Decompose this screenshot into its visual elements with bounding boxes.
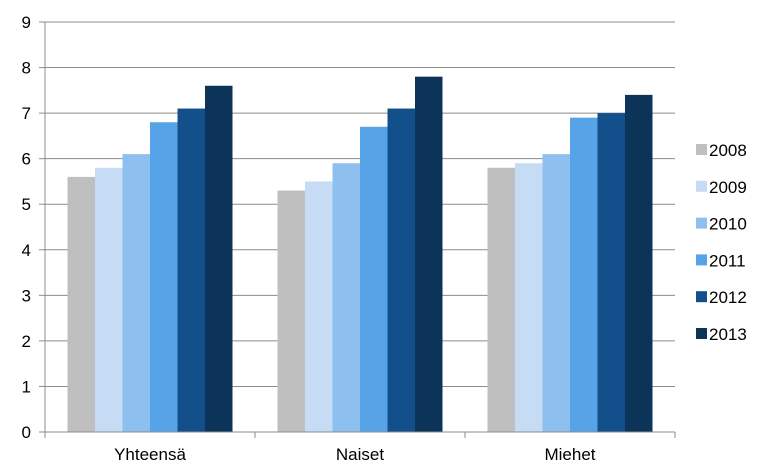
- y-tick-label: 1: [22, 377, 31, 396]
- bar-2008-2: [487, 167, 515, 432]
- legend-swatch: [696, 254, 707, 266]
- category-label: Naiset: [336, 445, 384, 464]
- bars: [67, 76, 653, 433]
- bar-2009-0: [95, 167, 123, 432]
- legend-item: 2012: [696, 288, 747, 307]
- bar-2008-0: [67, 176, 95, 432]
- bar-2013-0: [205, 85, 233, 433]
- y-tick-label: 8: [22, 59, 31, 78]
- legend-label: 2010: [709, 215, 747, 234]
- legend-swatch: [696, 328, 707, 339]
- bar-2013-1: [415, 76, 443, 433]
- bar-2008-1: [277, 190, 305, 432]
- bar-2009-1: [305, 181, 333, 432]
- bar-2012-0: [177, 108, 205, 433]
- x-axis-labels: Yhteensä Naiset Miehet: [114, 445, 596, 464]
- bar-2012-2: [597, 113, 625, 432]
- legend-item: 2010: [696, 215, 747, 234]
- bar-2011-2: [570, 117, 598, 433]
- axes: [44, 22, 676, 438]
- bar-2011-1: [360, 126, 388, 433]
- legend-swatch: [696, 291, 707, 303]
- y-tick-label: 3: [22, 286, 31, 305]
- legend-swatch: [696, 217, 707, 229]
- bar-2009-2: [515, 163, 543, 432]
- legend-label: 2008: [709, 141, 747, 160]
- legend: 2008 2009 2010 2011 2012 2013: [696, 141, 747, 344]
- bar-2013-2: [625, 94, 653, 432]
- bar-2010-1: [332, 163, 360, 432]
- legend-item: 2013: [696, 325, 747, 344]
- legend-item: 2011: [696, 251, 746, 270]
- y-tick-label: 6: [22, 150, 31, 169]
- y-tick-label: 9: [22, 13, 31, 32]
- legend-label: 2013: [709, 325, 747, 344]
- legend-label: 2012: [709, 288, 747, 307]
- legend-swatch: [696, 180, 707, 192]
- y-tick-label: 4: [22, 241, 31, 260]
- y-axis-ticks: 0 1 2 3 4 5 6 7 8 9: [22, 13, 45, 442]
- category-label: Yhteensä: [114, 445, 186, 464]
- legend-label: 2009: [709, 178, 747, 197]
- y-tick-label: 7: [22, 104, 31, 123]
- legend-item: 2009: [696, 178, 747, 197]
- bar-2011-0: [150, 122, 178, 432]
- bar-2010-0: [122, 154, 150, 432]
- bar-2010-2: [542, 154, 570, 432]
- category-label: Miehet: [544, 445, 595, 464]
- y-tick-label: 5: [22, 195, 31, 214]
- legend-swatch: [696, 144, 707, 155]
- legend-item: 2008: [696, 141, 747, 160]
- y-tick-label: 0: [22, 423, 31, 442]
- bar-2012-1: [387, 108, 415, 433]
- y-tick-label: 2: [22, 332, 31, 351]
- legend-label: 2011: [709, 251, 746, 270]
